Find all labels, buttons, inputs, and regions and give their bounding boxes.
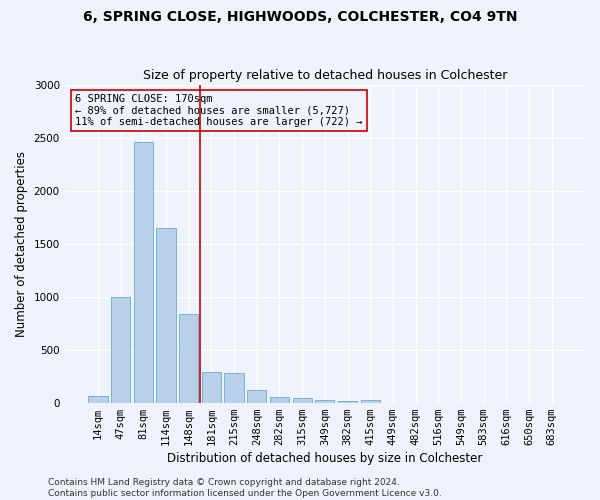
Bar bbox=[224, 373, 244, 402]
Bar bbox=[179, 314, 199, 402]
Bar bbox=[157, 228, 176, 402]
Bar bbox=[293, 398, 312, 402]
Bar bbox=[247, 390, 266, 402]
Bar bbox=[134, 142, 153, 403]
Bar bbox=[270, 398, 289, 402]
Y-axis label: Number of detached properties: Number of detached properties bbox=[15, 150, 28, 336]
Text: 6, SPRING CLOSE, HIGHWOODS, COLCHESTER, CO4 9TN: 6, SPRING CLOSE, HIGHWOODS, COLCHESTER, … bbox=[83, 10, 517, 24]
Bar bbox=[338, 400, 357, 402]
Bar bbox=[315, 400, 334, 402]
Text: Contains HM Land Registry data © Crown copyright and database right 2024.
Contai: Contains HM Land Registry data © Crown c… bbox=[48, 478, 442, 498]
Bar bbox=[88, 396, 107, 402]
Bar bbox=[202, 372, 221, 402]
Text: 6 SPRING CLOSE: 170sqm
← 89% of detached houses are smaller (5,727)
11% of semi-: 6 SPRING CLOSE: 170sqm ← 89% of detached… bbox=[75, 94, 362, 128]
X-axis label: Distribution of detached houses by size in Colchester: Distribution of detached houses by size … bbox=[167, 452, 482, 465]
Bar bbox=[111, 296, 130, 403]
Title: Size of property relative to detached houses in Colchester: Size of property relative to detached ho… bbox=[143, 69, 507, 82]
Bar bbox=[361, 400, 380, 402]
